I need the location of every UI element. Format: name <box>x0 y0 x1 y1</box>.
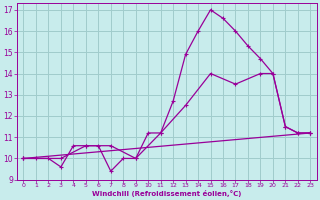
X-axis label: Windchill (Refroidissement éolien,°C): Windchill (Refroidissement éolien,°C) <box>92 190 242 197</box>
